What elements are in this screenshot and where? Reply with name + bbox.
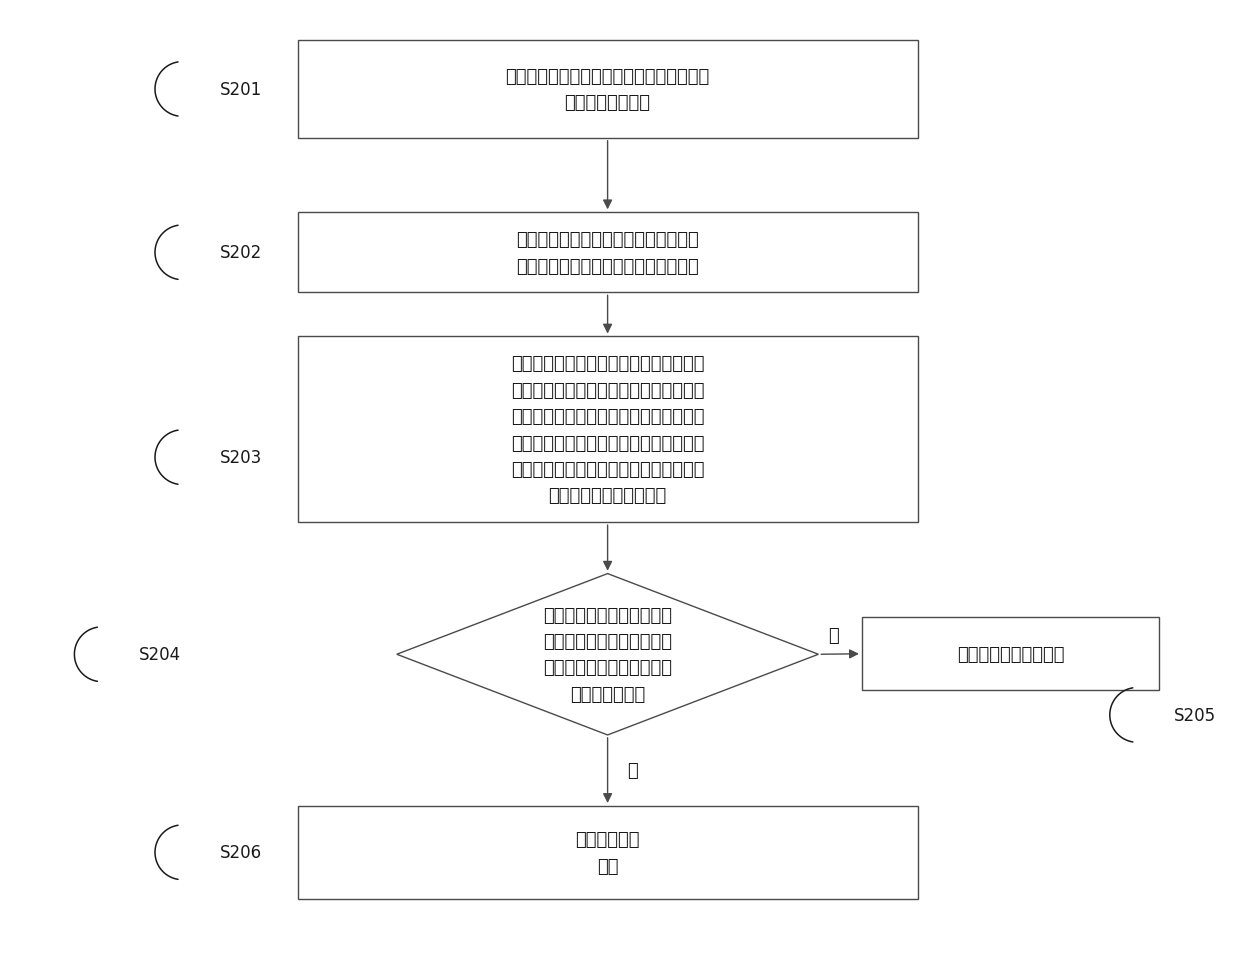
Text: S201: S201: [219, 81, 262, 99]
FancyBboxPatch shape: [298, 41, 918, 139]
Text: 判断解析后的所述待检测特
征体的每个第二颜色区域的
图像颜色度与预存储的标准
颜色度是否一致: 判断解析后的所述待检测特 征体的每个第二颜色区域的 图像颜色度与预存储的标准 颜…: [543, 606, 672, 703]
Text: 是: 是: [828, 626, 838, 644]
Text: 生成故障提示
信息: 生成故障提示 信息: [575, 830, 640, 874]
Text: 根据所述色卡的正投影图像的每个所述第
一颜色区域的颜色度、每个所述第一颜色
区域与所述第一定位标记的位置关系以及
所述待检测特征体的每个第二颜色区域的
图像解析: 根据所述色卡的正投影图像的每个所述第 一颜色区域的颜色度、每个所述第一颜色 区域…: [511, 355, 704, 505]
Text: S202: S202: [219, 244, 262, 262]
Text: 根据图像分割算法，将待检测特征体的
图像分割为不同颜色度的第二颜色区域: 根据图像分割算法，将待检测特征体的 图像分割为不同颜色度的第二颜色区域: [516, 231, 699, 276]
FancyBboxPatch shape: [298, 337, 918, 523]
Text: S205: S205: [1174, 706, 1216, 724]
FancyBboxPatch shape: [862, 617, 1159, 691]
FancyBboxPatch shape: [298, 213, 918, 293]
Text: 否: 否: [627, 762, 637, 780]
FancyBboxPatch shape: [298, 806, 918, 899]
Text: S206: S206: [219, 843, 262, 862]
Text: 获取色卡的正投影图像以及变压器呼吸器当
前所处环境的图像: 获取色卡的正投影图像以及变压器呼吸器当 前所处环境的图像: [506, 67, 709, 112]
Text: S203: S203: [219, 448, 262, 467]
Text: 生成运行正常提示信息: 生成运行正常提示信息: [957, 645, 1064, 663]
Polygon shape: [397, 573, 818, 735]
Text: S204: S204: [139, 646, 181, 663]
